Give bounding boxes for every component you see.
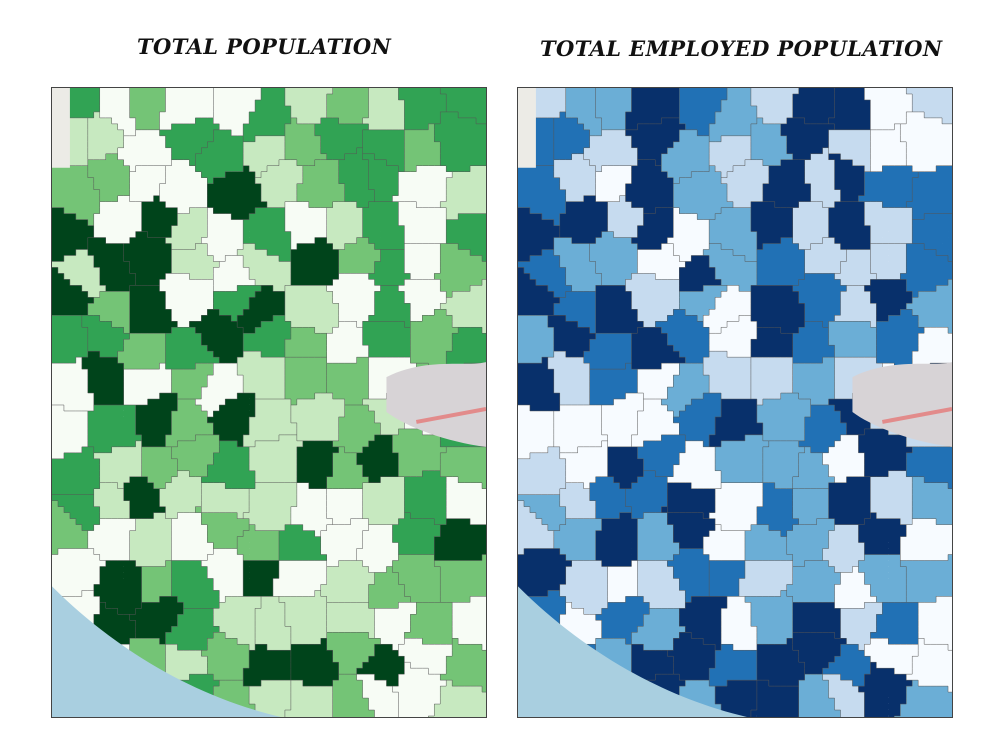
choropleth-blue: [518, 88, 952, 717]
title-total-population: TOTAL POPULATION: [137, 34, 392, 59]
class-fill-0: [52, 88, 486, 717]
class-fill-3: [52, 88, 486, 717]
map-total-population[interactable]: [51, 87, 487, 718]
urban-area: [386, 362, 486, 447]
sea: [518, 586, 747, 717]
class-fill-1: [52, 88, 486, 717]
urban-area: [852, 362, 952, 447]
class-fill-4: [518, 88, 952, 717]
area-boundaries: [52, 88, 486, 717]
class-fill-3: [518, 88, 952, 717]
basemap-land: [52, 88, 70, 168]
sea: [52, 586, 281, 717]
basemap-land: [518, 88, 536, 168]
area-boundaries: [518, 88, 952, 717]
title-total-employed-population: TOTAL EMPLOYED POPULATION: [540, 36, 943, 61]
class-fill-2: [518, 88, 952, 717]
class-fill-1: [518, 88, 952, 717]
road: [881, 407, 952, 424]
choropleth-green: [52, 88, 486, 717]
road: [415, 407, 486, 424]
class-fill-4: [52, 165, 486, 717]
map-total-employed-population[interactable]: [517, 87, 953, 718]
